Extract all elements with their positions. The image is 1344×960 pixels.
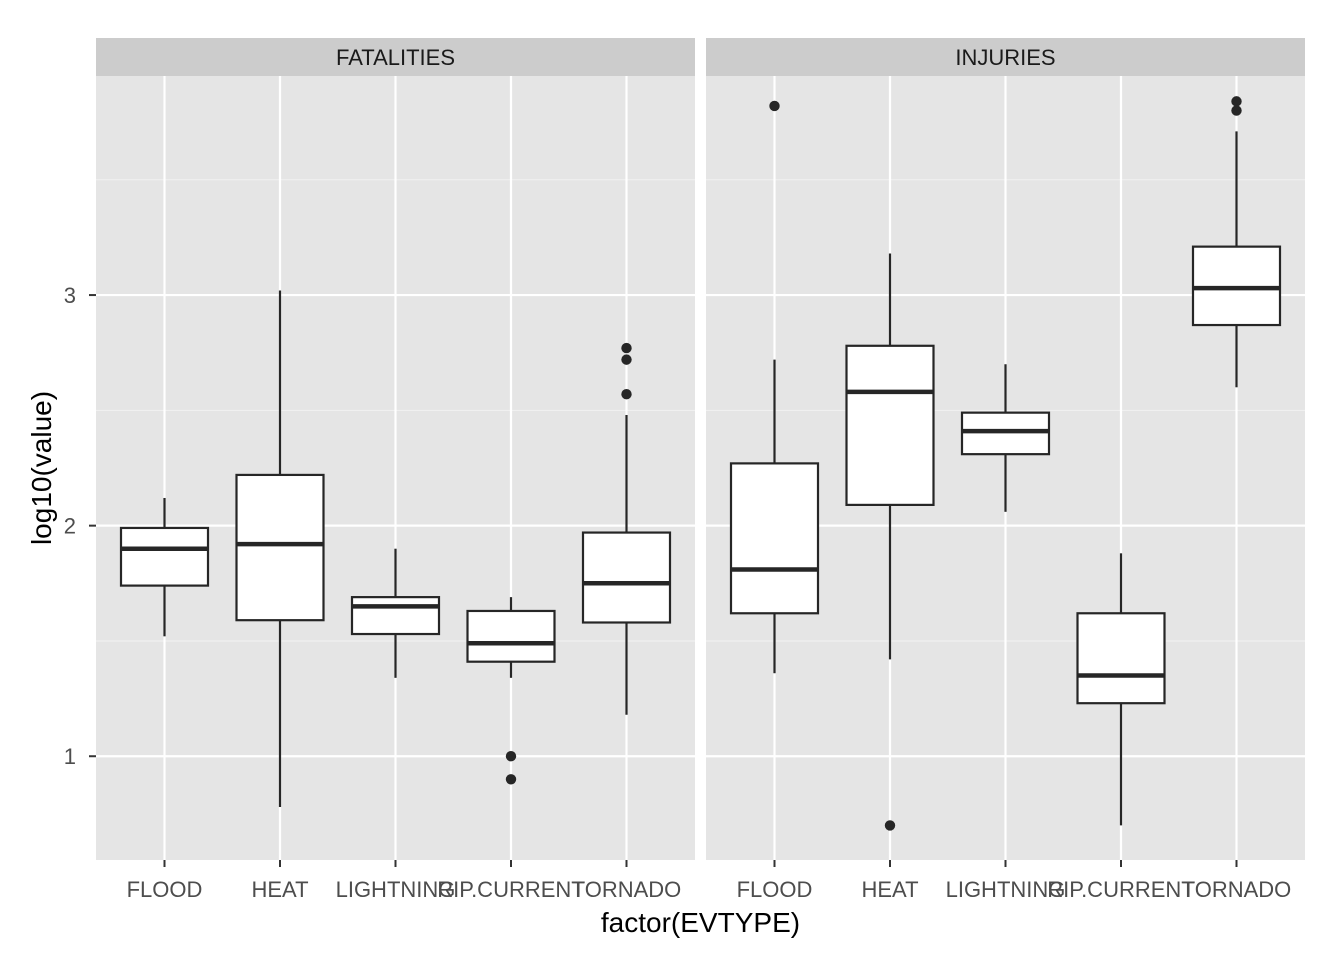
box-rip-current bbox=[1076, 553, 1166, 826]
box-flood bbox=[119, 497, 210, 637]
box-iqr bbox=[581, 531, 672, 624]
box-iqr bbox=[729, 462, 820, 615]
outlier-point bbox=[621, 354, 632, 365]
x-tick-label: RIP.CURRENT bbox=[437, 877, 585, 902]
outlier-point bbox=[1231, 96, 1242, 107]
outlier-point bbox=[1231, 105, 1242, 116]
x-tick-label: RIP.CURRENT bbox=[1047, 877, 1195, 902]
outlier-point bbox=[621, 342, 632, 354]
x-tick-label: TORNADO bbox=[572, 877, 682, 902]
x-tick-label: HEAT bbox=[251, 877, 308, 902]
x-tick-label: FLOOD bbox=[127, 877, 203, 902]
y-tick-label: 1 bbox=[64, 744, 76, 769]
outlier-point bbox=[505, 774, 517, 785]
box-heat bbox=[235, 290, 325, 807]
outlier-point bbox=[621, 389, 632, 400]
x-tick-label: LIGHTNING bbox=[946, 877, 1066, 902]
box-iqr bbox=[845, 344, 935, 506]
facet-strip-label: FATALITIES bbox=[336, 45, 455, 70]
x-tick-label: FLOOD bbox=[737, 877, 813, 902]
box-iqr bbox=[1076, 612, 1166, 705]
box-iqr bbox=[119, 526, 210, 587]
x-tick-label: LIGHTNING bbox=[336, 877, 456, 902]
box-iqr bbox=[1191, 245, 1282, 327]
x-axis-title: factor(EVTYPE) bbox=[601, 907, 800, 938]
facet-panel-fatalities: FATALITIES FLOOD HEAT LIGHTNINGRIP.CURRENTT… bbox=[96, 38, 695, 902]
box-tornado bbox=[1191, 96, 1282, 388]
x-tick-label: HEAT bbox=[861, 877, 918, 902]
box-iqr bbox=[960, 411, 1051, 456]
box-iqr bbox=[235, 473, 325, 622]
outlier-point bbox=[505, 751, 517, 762]
y-axis-title: log10(value) bbox=[26, 391, 57, 545]
box-rip-current bbox=[466, 597, 556, 785]
x-tick-label: TORNADO bbox=[1182, 877, 1292, 902]
box-flood bbox=[729, 100, 820, 674]
facet-strip-label: INJURIES bbox=[955, 45, 1055, 70]
box-iqr bbox=[350, 596, 441, 636]
y-tick-label: 3 bbox=[64, 283, 76, 308]
box-lightning bbox=[350, 548, 441, 678]
box-heat bbox=[845, 253, 935, 831]
box-tornado bbox=[581, 342, 672, 715]
box-iqr bbox=[466, 609, 556, 663]
y-axis: 1 2 3 bbox=[64, 283, 96, 769]
outlier-point bbox=[884, 820, 896, 831]
facet-panel-injuries: INJURIES FLOOD HEAT LIGHTNINGRIP.CURRENTTOR… bbox=[706, 38, 1305, 902]
box-lightning bbox=[960, 364, 1051, 512]
facet-strip bbox=[706, 38, 1305, 76]
y-tick-label: 2 bbox=[64, 514, 76, 539]
facet-strip bbox=[96, 38, 695, 76]
outlier-point bbox=[769, 100, 780, 112]
